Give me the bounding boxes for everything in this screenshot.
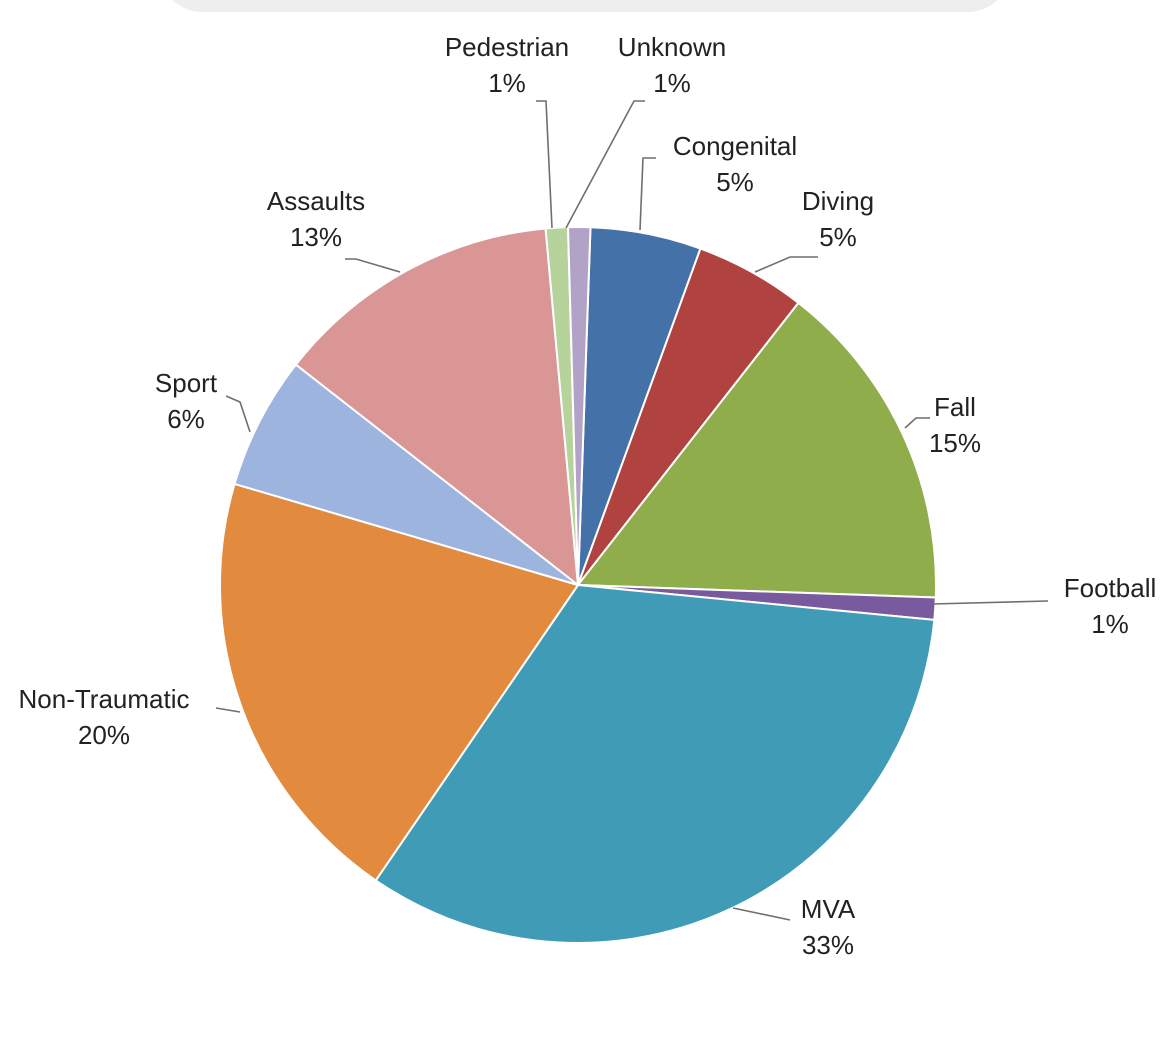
- pie-slice-assaults: [294, 227, 579, 586]
- top-bar-edge: [160, 0, 1010, 12]
- leader-line-sport: [225, 395, 251, 433]
- slice-value-label-congenital: 5%: [716, 167, 754, 197]
- leader-line-diving: [754, 256, 818, 273]
- leader-line-congenital: [639, 157, 656, 231]
- pie-slice-mva: [374, 584, 936, 944]
- slice-value-label-football: 1%: [1091, 609, 1129, 639]
- slice-value-label-non-traumatic: 20%: [78, 720, 130, 750]
- slice-value-label-assaults: 13%: [290, 222, 342, 252]
- label-leader-lines: [215, 100, 1049, 921]
- slice-value-label-unknown: 1%: [653, 68, 691, 98]
- slice-label-non-traumatic: Non-Traumatic: [19, 684, 190, 714]
- slice-label-pedestrian: Pedestrian: [445, 32, 569, 62]
- slice-value-label-diving: 5%: [819, 222, 857, 252]
- slice-value-label-mva: 33%: [802, 930, 854, 960]
- slice-value-label-sport: 6%: [167, 404, 205, 434]
- pie-slice-fall: [577, 301, 937, 599]
- leader-line-fall: [904, 417, 930, 429]
- slice-label-diving: Diving: [802, 186, 874, 216]
- slice-label-congenital: Congenital: [673, 131, 797, 161]
- slice-value-label-fall: 15%: [929, 428, 981, 458]
- leader-line-pedestrian: [536, 100, 553, 229]
- pie-slice-unknown: [567, 226, 592, 586]
- pie-slices: [219, 226, 937, 944]
- leader-line-mva: [732, 907, 791, 921]
- pie-labels: Congenital 5% Diving 5% Fall 15% Football 1% MVA…: [19, 32, 1157, 960]
- slice-label-unknown: Unknown: [618, 32, 726, 62]
- slice-label-mva: MVA: [801, 894, 856, 924]
- leader-line-non-traumatic: [215, 707, 241, 713]
- pie-slice-non-traumatic: [219, 482, 579, 882]
- leader-line-assaults: [345, 258, 401, 273]
- pie-slice-sport: [233, 363, 579, 586]
- slice-value-label-pedestrian: 1%: [488, 68, 526, 98]
- slice-label-fall: Fall: [934, 392, 976, 422]
- slice-label-assaults: Assaults: [267, 186, 365, 216]
- leader-line-football: [931, 600, 1049, 605]
- slice-label-football: Football: [1064, 573, 1157, 603]
- slice-label-sport: Sport: [155, 368, 218, 398]
- leader-line-unknown: [565, 100, 645, 229]
